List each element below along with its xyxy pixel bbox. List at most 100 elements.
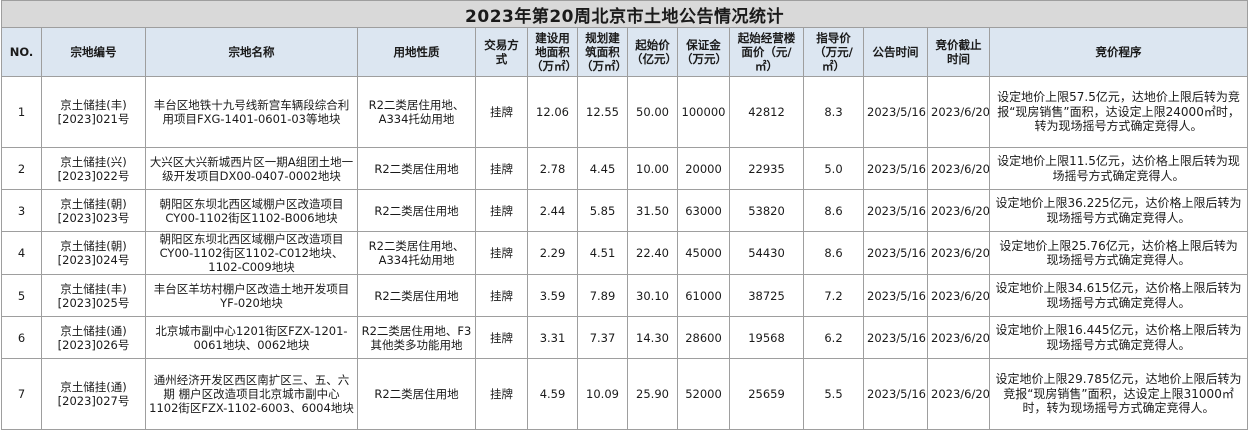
- cell-guide-price: 7.2: [803, 274, 864, 317]
- cell-floor-price: 42812: [729, 76, 804, 148]
- cell-guide-price: 8.6: [803, 189, 864, 232]
- cell-method: 挂牌: [475, 358, 528, 430]
- cell-deposit: 61000: [677, 274, 730, 317]
- cell-land-area: 3.59: [527, 274, 578, 317]
- table-row: 4 京土储挂(朝)[2023]024号 朝阳区东坝北西区域棚户区改造项目CY00-1…: [1, 231, 1248, 275]
- cell-procedure: 设定地价上限34.615亿元，达价格上限后转为现场摇号方式确定竞得人。: [988, 274, 1248, 317]
- header-guide-price: 指导价（万元/㎡）: [803, 27, 864, 77]
- cell-procedure: 设定地价上限16.445亿元，达价格上限后转为现场摇号方式确定竞得人。: [988, 316, 1248, 359]
- cell-method: 挂牌: [475, 189, 528, 232]
- cell-land-area: 3.31: [527, 316, 578, 359]
- cell-start-price: 14.30: [627, 316, 678, 359]
- cell-announce: 2023/5/16: [863, 189, 928, 232]
- cell-use: R2二类居住用地: [357, 147, 476, 190]
- header-row: NO. 宗地编号 宗地名称 用地性质 交易方式 建设用地面积（万㎡） 规划建筑面…: [1, 27, 1248, 77]
- cell-announce: 2023/5/16: [863, 231, 928, 275]
- cell-build-area: 10.09: [577, 358, 628, 430]
- cell-deadline: 2023/6/20: [927, 147, 990, 190]
- cell-method: 挂牌: [475, 316, 528, 359]
- cell-start-price: 50.00: [627, 76, 678, 148]
- cell-announce: 2023/5/16: [863, 76, 928, 148]
- cell-procedure: 设定地价上限29.785亿元，达地价上限后转为竞报“现房销售”面积，达设定上限3…: [988, 358, 1248, 430]
- header-announce-date: 公告时间: [863, 27, 928, 77]
- cell-code: 京土储挂(通)[2023]027号: [41, 358, 146, 430]
- cell-code: 京土储挂(丰)[2023]025号: [41, 274, 146, 317]
- cell-no: 6: [1, 316, 42, 359]
- cell-procedure: 设定地价上限25.76亿元，达价格上限后转为现场摇号方式确定竞得人。: [988, 231, 1248, 275]
- header-start-price: 起始价（亿元）: [627, 27, 678, 77]
- cell-land-area: 4.59: [527, 358, 578, 430]
- cell-deadline: 2023/6/20: [927, 274, 990, 317]
- cell-floor-price: 53820: [729, 189, 804, 232]
- cell-build-area: 5.85: [577, 189, 628, 232]
- cell-land-area: 2.78: [527, 147, 578, 190]
- cell-guide-price: 8.3: [803, 76, 864, 148]
- cell-announce: 2023/5/16: [863, 358, 928, 430]
- cell-code: 京土储挂(丰)[2023]021号: [41, 76, 146, 148]
- header-land-use: 用地性质: [357, 27, 476, 77]
- cell-no: 4: [1, 231, 42, 275]
- cell-deposit: 28600: [677, 316, 730, 359]
- table-title: 2023年第20周北京市土地公告情况统计: [0, 0, 1248, 28]
- cell-floor-price: 25659: [729, 358, 804, 430]
- cell-build-area: 7.89: [577, 274, 628, 317]
- table-row: 5 京土储挂(丰)[2023]025号 丰台区羊坊村棚户区改造土地开发项目YF-02…: [1, 274, 1248, 317]
- cell-guide-price: 8.6: [803, 231, 864, 275]
- cell-procedure: 设定地价上限11.5亿元，达价格上限后转为现场摇号方式确定竞得人。: [988, 147, 1248, 190]
- cell-method: 挂牌: [475, 274, 528, 317]
- cell-use: R2二类居住用地、A334托幼用地: [357, 76, 476, 148]
- cell-announce: 2023/5/16: [863, 316, 928, 359]
- cell-build-area: 4.45: [577, 147, 628, 190]
- header-no: NO.: [1, 27, 42, 77]
- cell-guide-price: 5.5: [803, 358, 864, 430]
- cell-floor-price: 22935: [729, 147, 804, 190]
- table-row: 7 京土储挂(通)[2023]027号 通州经济开发区西区南扩区三、五、六期 棚户区…: [1, 358, 1248, 430]
- cell-name: 朝阳区东坝北西区域棚户区改造项目CY00-1102街区1102-B006地块: [145, 189, 358, 232]
- cell-no: 5: [1, 274, 42, 317]
- cell-code: 京土储挂(通)[2023]026号: [41, 316, 146, 359]
- cell-land-area: 2.44: [527, 189, 578, 232]
- cell-deposit: 45000: [677, 231, 730, 275]
- cell-name: 朝阳区东坝北西区域棚户区改造项目CY00-1102街区1102-C012地块、1…: [145, 231, 358, 275]
- cell-name: 北京城市副中心1201街区FZX-1201-0061地块、0062地块: [145, 316, 358, 359]
- cell-floor-price: 19568: [729, 316, 804, 359]
- cell-deadline: 2023/6/20: [927, 358, 990, 430]
- table-row: 2 京土储挂(兴)[2023]022号 大兴区大兴新城西片区一期A组团土地一级开发项…: [1, 147, 1248, 190]
- table-row: 3 京土储挂(朝)[2023]023号 朝阳区东坝北西区域棚户区改造项目CY00-1…: [1, 189, 1248, 232]
- cell-deposit: 52000: [677, 358, 730, 430]
- cell-start-price: 22.40: [627, 231, 678, 275]
- cell-use: R2二类居住用地、A334托幼用地: [357, 231, 476, 275]
- land-announcement-table: 2023年第20周北京市土地公告情况统计 NO. 宗地编号 宗地名称 用地性质 …: [0, 0, 1248, 430]
- header-deposit: 保证金（万元）: [677, 27, 730, 77]
- cell-no: 1: [1, 76, 42, 148]
- cell-name: 丰台区羊坊村棚户区改造土地开发项目YF-020地块: [145, 274, 358, 317]
- header-deadline: 竞价截止时间: [927, 27, 990, 77]
- cell-start-price: 10.00: [627, 147, 678, 190]
- cell-build-area: 12.55: [577, 76, 628, 148]
- cell-guide-price: 5.0: [803, 147, 864, 190]
- cell-procedure: 设定地价上限36.225亿元，达价格上限后转为现场摇号方式确定竞得人。: [988, 189, 1248, 232]
- cell-use: R2二类居住用地: [357, 358, 476, 430]
- cell-name: 大兴区大兴新城西片区一期A组团土地一级开发项目DX00-0407-0002地块: [145, 147, 358, 190]
- cell-start-price: 25.90: [627, 358, 678, 430]
- cell-announce: 2023/5/16: [863, 274, 928, 317]
- cell-no: 2: [1, 147, 42, 190]
- cell-deadline: 2023/6/20: [927, 316, 990, 359]
- cell-code: 京土储挂(朝)[2023]024号: [41, 231, 146, 275]
- cell-start-price: 31.50: [627, 189, 678, 232]
- cell-deadline: 2023/6/20: [927, 189, 990, 232]
- header-floor-price: 起始经营楼面价（元/㎡）: [729, 27, 804, 77]
- cell-method: 挂牌: [475, 231, 528, 275]
- cell-floor-price: 38725: [729, 274, 804, 317]
- cell-use: R2二类居住用地: [357, 274, 476, 317]
- cell-deadline: 2023/6/20: [927, 231, 990, 275]
- cell-no: 3: [1, 189, 42, 232]
- cell-use: R2二类居住用地: [357, 189, 476, 232]
- cell-no: 7: [1, 358, 42, 430]
- cell-build-area: 7.37: [577, 316, 628, 359]
- cell-land-area: 12.06: [527, 76, 578, 148]
- table-row: 6 京土储挂(通)[2023]026号 北京城市副中心1201街区FZX-1201-…: [1, 316, 1248, 359]
- cell-method: 挂牌: [475, 76, 528, 148]
- cell-deposit: 63000: [677, 189, 730, 232]
- header-procedure: 竞价程序: [988, 27, 1248, 77]
